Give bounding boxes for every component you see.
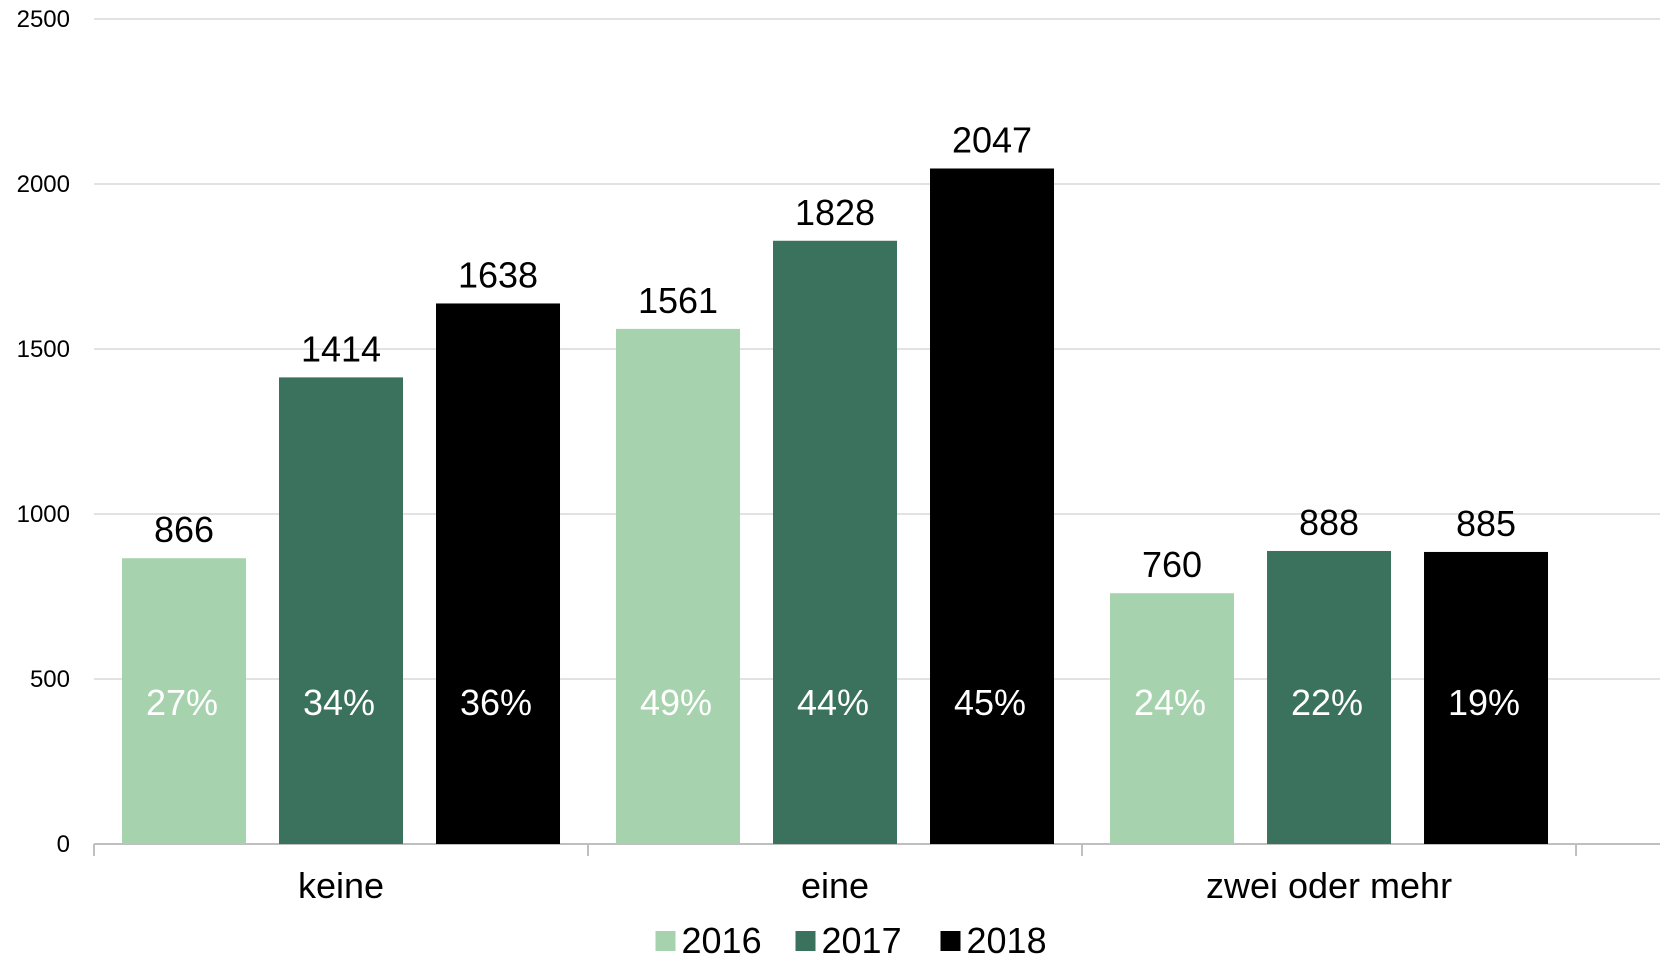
x-category-label: keine <box>298 865 384 906</box>
bar-2017 <box>1267 550 1392 844</box>
bar-percent-label: 44% <box>797 682 869 723</box>
bar-2018 <box>1424 551 1549 844</box>
bar-percent-label: 22% <box>1291 682 1363 723</box>
bar-2016 <box>616 328 741 844</box>
bar-percent-label: 27% <box>146 682 218 723</box>
y-tick-label: 2500 <box>17 6 70 33</box>
bar-percent-label: 19% <box>1448 682 1520 723</box>
bar-percent-label: 45% <box>954 682 1026 723</box>
legend-label: 2018 <box>967 920 1047 961</box>
bar-value-label: 1828 <box>795 192 875 233</box>
y-tick-label: 0 <box>57 831 70 858</box>
legend-swatch-2017 <box>795 931 816 951</box>
x-category-label: zwei oder mehr <box>1206 865 1452 906</box>
bar-percent-label: 36% <box>460 682 532 723</box>
x-category-label: eine <box>801 865 869 906</box>
bar-value-label: 1414 <box>301 328 381 369</box>
y-tick-label: 1000 <box>17 501 70 528</box>
bar-value-label: 760 <box>1142 544 1202 585</box>
legend-swatch-2018 <box>940 931 961 951</box>
bar-percent-label: 34% <box>303 682 375 723</box>
bar-percent-label: 49% <box>640 682 712 723</box>
bar-percent-label: 24% <box>1134 682 1206 723</box>
legend-label: 2017 <box>822 920 902 961</box>
bar-value-label: 888 <box>1299 502 1359 543</box>
bar-2016 <box>1110 593 1235 844</box>
bar-2017 <box>773 240 898 844</box>
bar-value-label: 1638 <box>458 254 538 295</box>
bar-2018 <box>930 168 1055 845</box>
bar-2016 <box>122 558 247 844</box>
bar-value-label: 1561 <box>638 280 718 321</box>
bar-value-label: 866 <box>154 509 214 550</box>
legend-label: 2016 <box>682 920 762 961</box>
y-tick-label: 1500 <box>17 336 70 363</box>
y-tick-label: 500 <box>30 666 70 693</box>
legend-swatch-2016 <box>655 931 676 951</box>
bar-value-label: 885 <box>1456 503 1516 544</box>
y-tick-label: 2000 <box>17 171 70 198</box>
bar-value-label: 2047 <box>952 119 1032 160</box>
bar-2018 <box>436 303 561 845</box>
bar-2017 <box>279 377 404 844</box>
